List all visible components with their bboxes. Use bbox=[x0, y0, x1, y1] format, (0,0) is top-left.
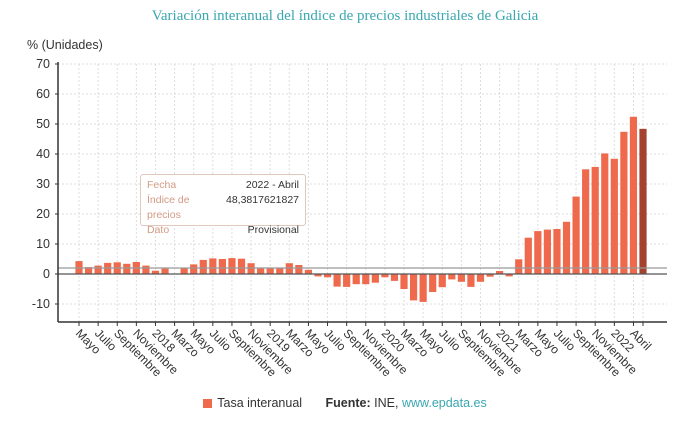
bar bbox=[448, 274, 456, 280]
bar bbox=[476, 274, 485, 282]
bar bbox=[209, 258, 217, 274]
bar bbox=[94, 265, 102, 274]
bar bbox=[371, 274, 379, 283]
bar bbox=[257, 268, 265, 274]
y-tick-label: 0 bbox=[43, 267, 50, 281]
y-tick-label: 50 bbox=[36, 117, 50, 131]
tooltip-row-index: Índice de precios 48,3817621827 bbox=[147, 193, 299, 223]
bar bbox=[161, 268, 169, 274]
bar bbox=[553, 229, 561, 274]
tooltip-key: Fecha bbox=[147, 179, 177, 191]
tooltip-row-date: Fecha 2022 - Abril bbox=[147, 178, 299, 193]
tooltip-value: 2022 - Abril bbox=[245, 179, 299, 191]
bar bbox=[276, 268, 284, 274]
source: Fuente: INE, www.epdata.es bbox=[326, 396, 487, 410]
tooltip: Fecha 2022 - Abril Índice de precios 48,38… bbox=[140, 174, 306, 236]
bar bbox=[562, 221, 571, 274]
source-link[interactable]: www.epdata.es bbox=[401, 396, 487, 410]
bar bbox=[362, 274, 370, 285]
bar bbox=[591, 166, 599, 274]
bar bbox=[199, 259, 207, 274]
bar bbox=[314, 274, 322, 277]
bar bbox=[524, 237, 532, 274]
bar bbox=[543, 229, 552, 274]
bar bbox=[352, 274, 360, 285]
y-tick-label: 30 bbox=[36, 177, 50, 191]
bar bbox=[400, 274, 408, 289]
bar bbox=[190, 264, 198, 274]
bar bbox=[467, 274, 475, 287]
y-tick-label: 70 bbox=[36, 57, 50, 71]
bar bbox=[84, 267, 93, 274]
bar bbox=[610, 158, 618, 274]
bar bbox=[534, 231, 542, 274]
y-axis-unit-label: % (Unidades) bbox=[27, 38, 103, 52]
bar bbox=[438, 274, 446, 288]
tooltip-key: Dato bbox=[147, 224, 170, 236]
y-tick-label: 10 bbox=[36, 237, 50, 251]
bar bbox=[629, 116, 638, 274]
bar bbox=[409, 274, 418, 301]
y-tick-label: 20 bbox=[36, 207, 50, 221]
bar bbox=[515, 259, 523, 274]
bar bbox=[180, 267, 188, 274]
legend-swatch bbox=[203, 399, 213, 408]
source-text: INE, bbox=[374, 396, 399, 410]
y-tick-label: 60 bbox=[36, 87, 50, 101]
bar bbox=[304, 269, 313, 274]
bar bbox=[142, 265, 150, 274]
bar bbox=[390, 274, 399, 281]
bar bbox=[123, 263, 131, 274]
bar bbox=[457, 274, 465, 282]
bar bbox=[237, 258, 246, 274]
bar bbox=[218, 259, 226, 274]
bar bbox=[343, 274, 351, 287]
bar bbox=[266, 268, 274, 274]
bar bbox=[620, 131, 628, 274]
bar bbox=[601, 153, 609, 274]
tooltip-row-status: Dato Provisional bbox=[147, 223, 299, 238]
bar bbox=[496, 271, 504, 274]
bar bbox=[582, 169, 590, 274]
bar bbox=[295, 265, 303, 274]
source-label: Fuente: bbox=[325, 396, 371, 410]
bar bbox=[323, 274, 332, 278]
bar bbox=[381, 274, 389, 278]
y-tick-label: 40 bbox=[36, 147, 50, 161]
tooltip-value: Provisional bbox=[247, 224, 299, 236]
bar bbox=[228, 258, 236, 274]
bar bbox=[639, 128, 647, 274]
tooltip-key: Índice de precios bbox=[147, 194, 190, 221]
bar bbox=[333, 274, 341, 287]
bar bbox=[429, 274, 437, 292]
bar bbox=[572, 196, 580, 274]
bar bbox=[486, 274, 494, 277]
chart-title: Variación interanual del índice de preci… bbox=[151, 8, 539, 24]
bar bbox=[151, 270, 160, 274]
bar bbox=[505, 274, 513, 277]
legend-series-label[interactable]: Tasa interanual bbox=[217, 396, 303, 410]
tooltip-value: 48,3817621827 bbox=[226, 194, 299, 206]
legend: Tasa interanual Fuente: INE, www.epdata.… bbox=[0, 396, 690, 410]
y-tick-label: -10 bbox=[32, 297, 50, 311]
bar bbox=[419, 274, 427, 302]
